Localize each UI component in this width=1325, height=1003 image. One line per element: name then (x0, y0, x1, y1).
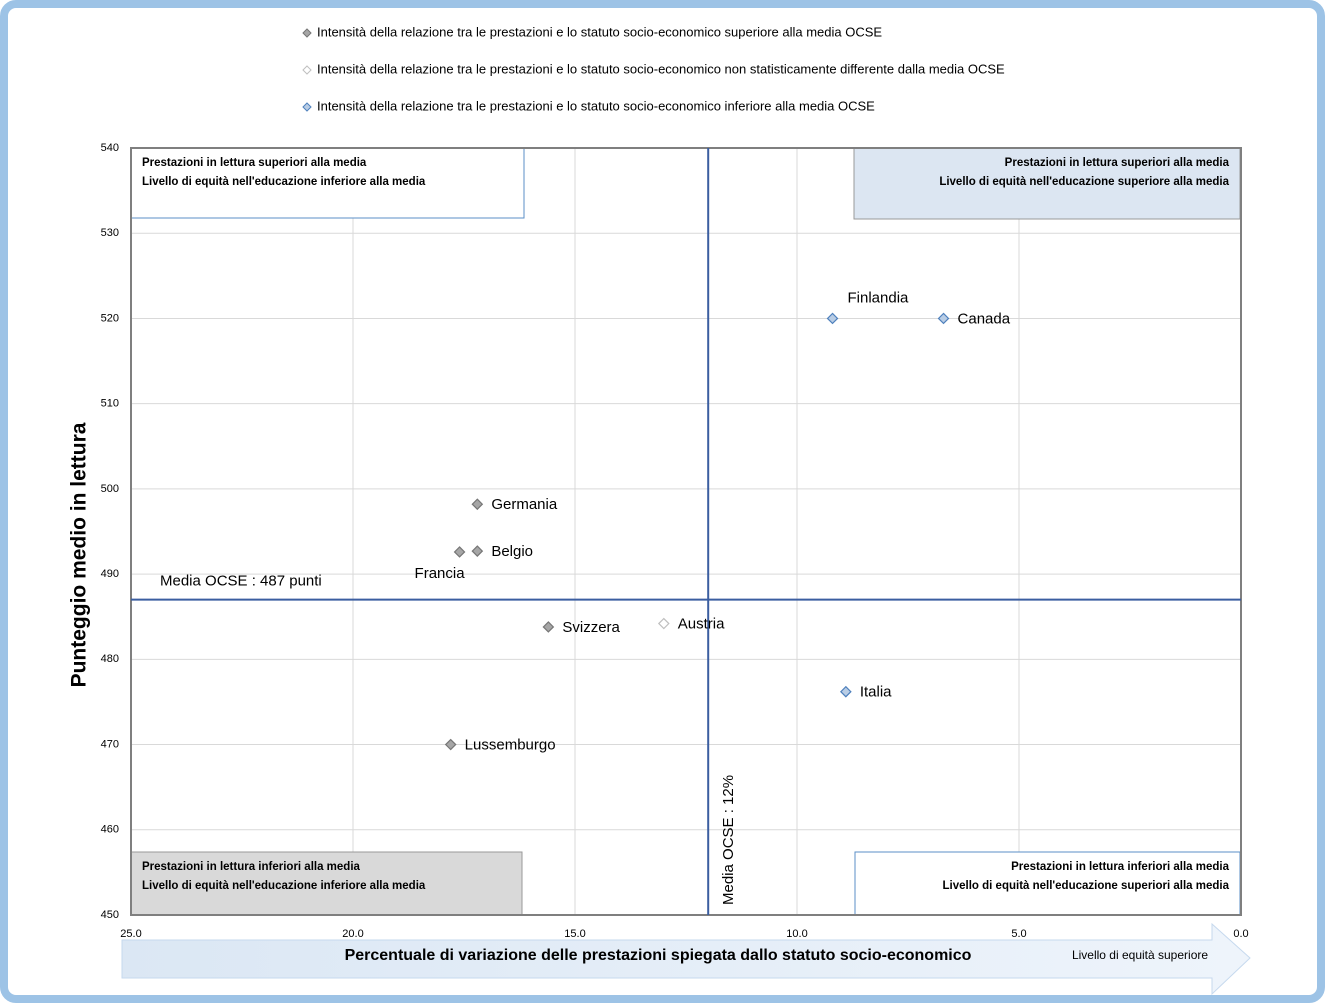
data-point (542, 621, 555, 633)
x-tick-label: 20.0 (342, 928, 363, 940)
point-label: Francia (415, 565, 466, 582)
axis-arrow (121, 922, 1251, 996)
point-label: Belgio (491, 543, 533, 560)
quadrant-text: Prestazioni in lettura superiori alla me… (142, 157, 367, 169)
quadrant-text: Livello di equità nell'educazione inferi… (142, 880, 426, 892)
x-direction-label: Livello di equità superiore (1072, 948, 1208, 962)
point-label: Finlandia (848, 289, 910, 306)
point-label: Italia (860, 684, 892, 701)
point-label: Lussemburgo (465, 737, 556, 754)
quadrant-text: Prestazioni in lettura inferiori alla me… (1011, 861, 1230, 873)
y-tick-label: 470 (101, 738, 119, 750)
data-point (839, 685, 852, 698)
point-label: Austria (678, 616, 725, 633)
legend-label: Intensità della relazione tra le prestaz… (317, 98, 875, 113)
quadrant-text: Livello di equità nell'educazione superi… (943, 880, 1230, 892)
data-point (444, 738, 457, 751)
legend-marker (302, 28, 312, 38)
quadrant-text: Livello di equità nell'educazione inferi… (142, 176, 426, 188)
quadrant-box (130, 851, 523, 916)
legend-marker (302, 102, 312, 112)
x-tick-label: 25.0 (120, 928, 141, 940)
data-point (471, 498, 484, 511)
y-tick-label: 500 (101, 483, 119, 495)
data-point (453, 546, 466, 558)
y-tick-label: 480 (101, 653, 119, 665)
y-tick-label: 460 (101, 824, 119, 836)
quadrant-text: Prestazioni in lettura inferiori alla me… (142, 861, 361, 873)
x-tick-label: 15.0 (564, 928, 585, 940)
y-tick-label: 450 (101, 909, 119, 921)
data-point (937, 312, 950, 325)
legend-label: Intensità della relazione tra le prestaz… (317, 61, 1005, 76)
x-tick-label: 0.0 (1233, 928, 1248, 940)
y-axis-label: Punteggio medio in lettura (68, 422, 91, 687)
x-tick-label: 10.0 (786, 928, 807, 940)
data-point (657, 617, 670, 630)
legend-marker (302, 65, 312, 75)
data-point (826, 312, 839, 325)
quadrant-box (130, 147, 525, 219)
quadrant-text: Prestazioni in lettura superiori alla me… (1005, 157, 1230, 169)
point-label: Germania (491, 496, 558, 513)
plot-border (130, 147, 1242, 916)
quadrant-text: Livello di equità nell'educazione superi… (939, 176, 1229, 188)
y-tick-label: 530 (101, 227, 119, 239)
y-tick-label: 490 (101, 568, 119, 580)
data-point (471, 545, 484, 557)
point-label: Svizzera (562, 619, 620, 636)
x-axis-label: Percentuale di variazione delle prestazi… (345, 947, 972, 964)
reference-label: Media OCSE : 12% (720, 775, 737, 905)
point-label: Canada (958, 310, 1011, 327)
y-tick-label: 520 (101, 312, 119, 324)
y-tick-label: 540 (101, 142, 119, 154)
x-tick-label: 5.0 (1011, 928, 1026, 940)
y-tick-label: 510 (101, 398, 119, 410)
legend-label: Intensità della relazione tra le prestaz… (317, 24, 882, 39)
reference-label: Media OCSE : 487 punti (160, 573, 322, 590)
